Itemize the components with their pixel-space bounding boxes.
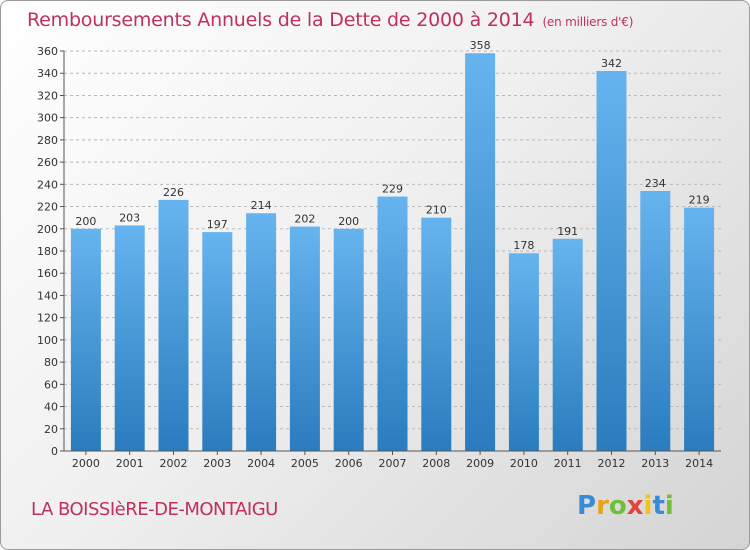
y-tick-label: 320 — [37, 89, 58, 102]
y-tick-label: 20 — [44, 423, 58, 436]
x-tick-label: 2005 — [291, 457, 319, 470]
bar-2005 — [289, 226, 320, 451]
x-tick-label: 2006 — [335, 457, 363, 470]
bar-value-label: 229 — [382, 183, 403, 196]
bar-2011 — [552, 238, 583, 451]
y-tick-label: 240 — [37, 178, 58, 191]
bar-value-label: 358 — [470, 39, 491, 52]
x-tick-label: 2013 — [641, 457, 669, 470]
y-tick-label: 180 — [37, 245, 58, 258]
y-tick-label: 60 — [44, 378, 58, 391]
y-tick-label: 360 — [37, 45, 58, 58]
x-tick-label: 2004 — [247, 457, 275, 470]
y-tick-label: 100 — [37, 334, 58, 347]
y-tick-label: 40 — [44, 401, 58, 414]
proxiti-logo[interactable]: Proxiti — [577, 491, 674, 521]
x-tick-label: 2010 — [510, 457, 538, 470]
bar-2003 — [202, 232, 233, 451]
bar-2004 — [246, 213, 277, 451]
chart-unit: (en milliers d'€) — [542, 15, 634, 29]
commune-name: LA BOISSIèRE-DE-MONTAIGU — [31, 499, 278, 520]
chart-title-text: Remboursements Annuels de la Dette de 20… — [27, 9, 535, 31]
bar-value-label: 203 — [119, 211, 140, 224]
y-tick-label: 260 — [37, 156, 58, 169]
bar-2008 — [421, 217, 452, 451]
bar-2002 — [158, 199, 189, 451]
bar-value-label: 219 — [689, 194, 710, 207]
bar-value-label: 214 — [251, 199, 272, 212]
bar-value-label: 234 — [645, 177, 666, 190]
y-tick-label: 220 — [37, 201, 58, 214]
y-tick-label: 80 — [44, 356, 58, 369]
bar-value-label: 197 — [207, 218, 228, 231]
y-tick-label: 0 — [51, 445, 58, 458]
x-tick-label: 2003 — [203, 457, 231, 470]
bar-2001 — [114, 225, 145, 451]
x-tick-label: 2012 — [598, 457, 626, 470]
x-tick-label: 2009 — [466, 457, 494, 470]
x-tick-label: 2008 — [422, 457, 450, 470]
y-tick-label: 340 — [37, 67, 58, 80]
bar-value-label: 200 — [338, 215, 359, 228]
bar-value-label: 210 — [426, 204, 447, 217]
bar-2012 — [596, 71, 627, 451]
y-tick-label: 280 — [37, 134, 58, 147]
x-tick-label: 2011 — [554, 457, 582, 470]
bar-2007 — [377, 196, 408, 451]
bar-2006 — [333, 228, 364, 451]
bar-2000 — [70, 228, 101, 451]
y-tick-label: 140 — [37, 289, 58, 302]
bar-value-label: 191 — [557, 225, 578, 238]
y-tick-label: 160 — [37, 267, 58, 280]
bar-value-label: 178 — [513, 239, 534, 252]
x-tick-label: 2007 — [379, 457, 407, 470]
y-tick-label: 300 — [37, 112, 58, 125]
x-tick-label: 2014 — [685, 457, 713, 470]
bar-value-label: 200 — [75, 215, 96, 228]
x-tick-label: 2002 — [160, 457, 188, 470]
bars-layer: 200 203 226 197 214 202 200 229 210 358 178 191 342 2… — [70, 39, 715, 451]
bar-2014 — [684, 207, 715, 451]
y-tick-label: 120 — [37, 312, 58, 325]
x-tick-label: 2001 — [116, 457, 144, 470]
bar-value-label: 342 — [601, 57, 622, 70]
axis-layer: 0 20 40 60 80 100 120 140 160 180 200 220 240 260 280 3… — [37, 45, 721, 470]
bar-value-label: 202 — [294, 213, 315, 226]
bar-2009 — [465, 53, 496, 451]
x-tick-label: 2000 — [72, 457, 100, 470]
y-tick-label: 200 — [37, 223, 58, 236]
bar-value-label: 226 — [163, 186, 184, 199]
chart-title: Remboursements Annuels de la Dette de 20… — [27, 9, 633, 31]
bar-2010 — [508, 253, 539, 451]
bar-2013 — [640, 191, 671, 451]
